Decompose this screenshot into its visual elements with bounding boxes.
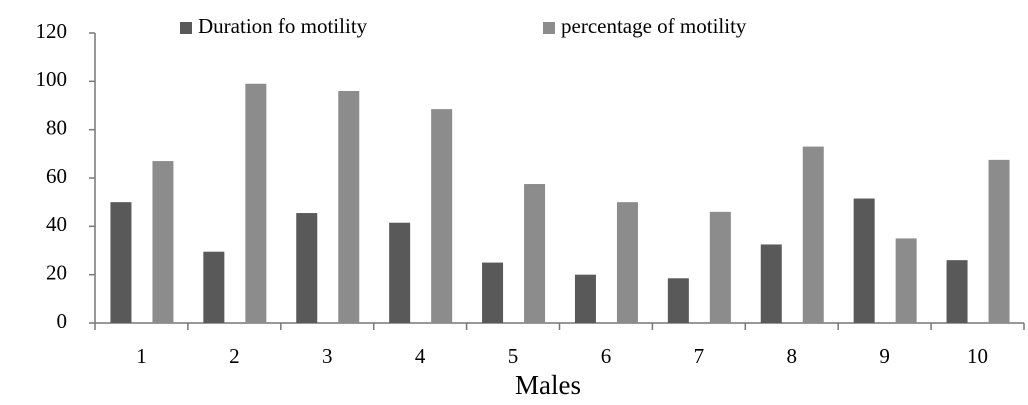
bar (338, 91, 360, 323)
bar (152, 161, 174, 323)
bar (574, 274, 596, 323)
x-tick-label: 5 (508, 344, 519, 368)
bar (709, 211, 731, 323)
x-tick-label: 2 (229, 344, 240, 368)
x-tick-label: 1 (136, 344, 147, 368)
y-tick-label: 20 (46, 260, 67, 284)
bar (431, 109, 453, 323)
x-axis-label: Males (515, 370, 581, 400)
bar (988, 159, 1010, 323)
legend-swatch (543, 22, 555, 34)
legend-label: percentage of motility (561, 14, 747, 38)
x-tick-label: 8 (787, 344, 798, 368)
legend-swatch (180, 22, 192, 34)
bar (296, 213, 318, 323)
x-tick-label: 9 (879, 344, 890, 368)
x-tick-label: 4 (415, 344, 426, 368)
x-tick-label: 6 (601, 344, 612, 368)
x-tick-label: 7 (694, 344, 705, 368)
bar (616, 202, 638, 323)
bar (946, 260, 968, 323)
y-tick-label: 40 (46, 212, 67, 236)
bar (389, 222, 411, 323)
y-tick-label: 120 (36, 19, 68, 43)
bar (802, 146, 824, 323)
bar (667, 278, 689, 323)
y-tick-label: 0 (57, 309, 68, 333)
y-tick-label: 80 (46, 115, 67, 139)
bar (110, 202, 132, 323)
legend-label: Duration fo motility (198, 14, 368, 38)
y-tick-label: 100 (36, 67, 68, 91)
y-tick-label: 60 (46, 164, 67, 188)
bar (895, 238, 917, 323)
bar (245, 83, 267, 323)
bar (482, 262, 504, 323)
bar (203, 251, 225, 323)
x-tick-label: 10 (967, 344, 988, 368)
x-tick-label: 3 (322, 344, 333, 368)
bar (524, 184, 546, 323)
bar (853, 198, 875, 323)
bar (760, 244, 782, 323)
